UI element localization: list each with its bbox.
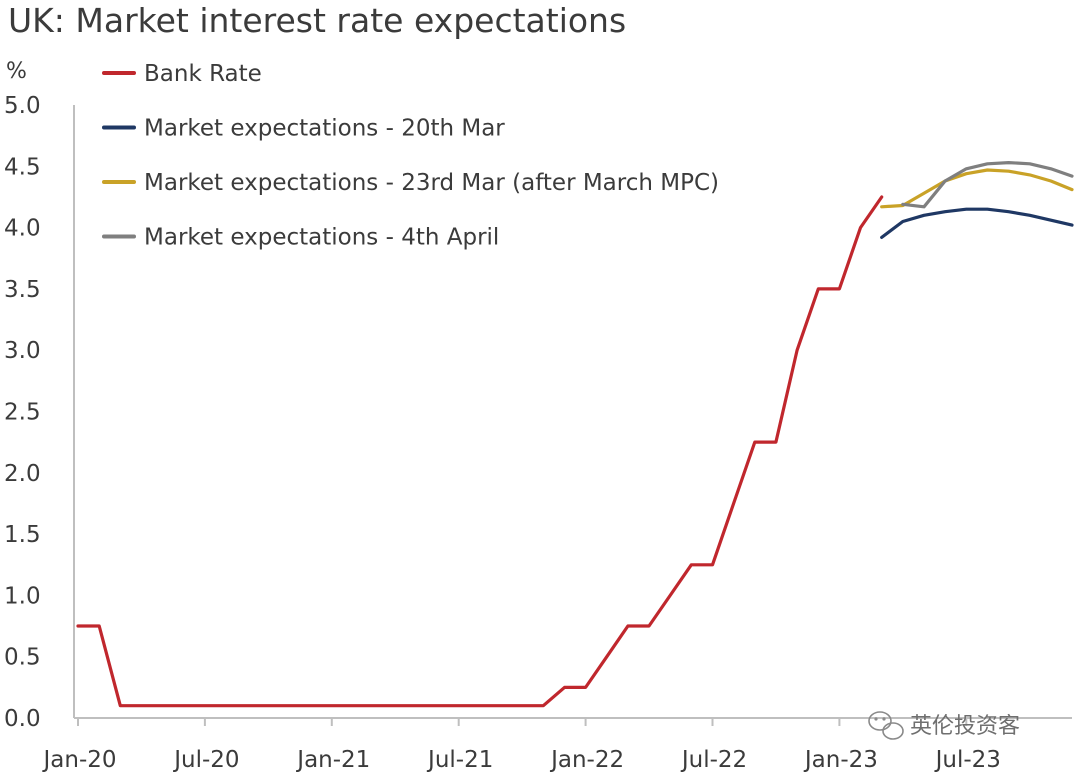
y-tick-labels: 0.0 0.5 1.0 1.5 2.0 2.5 3.0 3.5 4.0 4.5 5.0 bbox=[4, 93, 41, 732]
legend-label: Market expectations - 4th April bbox=[144, 225, 499, 251]
y-tick-label: 3.0 bbox=[4, 338, 41, 364]
y-tick-label: 3.5 bbox=[4, 277, 41, 303]
x-tick-label: Jul-21 bbox=[426, 747, 493, 773]
legend-label: Bank Rate bbox=[144, 61, 262, 87]
y-tick-label: 0.5 bbox=[4, 645, 41, 671]
x-tick-label: Jan-22 bbox=[549, 747, 624, 773]
y-tick-label: 2.0 bbox=[4, 461, 41, 487]
series-line-2 bbox=[880, 207, 1074, 239]
y-tick-label: 1.5 bbox=[4, 522, 41, 548]
y-tick-label: 5.0 bbox=[4, 93, 41, 119]
y-axis-unit-label: % bbox=[6, 59, 27, 84]
watermark-text: 英伦投资客 bbox=[910, 714, 1020, 739]
x-tick-labels: Jan-20 Jul-20 Jan-21 Jul-21 Jan-22 Jul-22 Jan-… bbox=[41, 747, 1000, 773]
y-tick-label: 4.0 bbox=[4, 216, 41, 242]
legend: Bank Rate Market expectations - 20th Mar M… bbox=[102, 61, 719, 251]
y-tick-label: 0.0 bbox=[4, 706, 41, 732]
legend-label: Market expectations - 23rd Mar (after Ma… bbox=[144, 170, 719, 196]
axes bbox=[73, 105, 1072, 726]
wechat-icon bbox=[868, 711, 904, 740]
x-tick-label: Jan-20 bbox=[41, 747, 116, 773]
watermark: 英伦投资客 bbox=[868, 711, 1020, 740]
y-tick-label: 2.5 bbox=[4, 400, 41, 426]
series-line-1 bbox=[76, 195, 884, 708]
x-tick-label: Jul-23 bbox=[934, 747, 1001, 773]
series-lines bbox=[76, 161, 1074, 708]
legend-label: Market expectations - 20th Mar bbox=[144, 116, 505, 142]
x-tick-label: Jul-22 bbox=[680, 747, 747, 773]
chart-title: UK: Market interest rate expectations bbox=[8, 1, 626, 40]
y-tick-label: 4.5 bbox=[4, 154, 41, 180]
x-tick-label: Jan-21 bbox=[295, 747, 370, 773]
x-tick-label: Jul-20 bbox=[172, 747, 239, 773]
y-tick-label: 1.0 bbox=[4, 583, 41, 609]
series-line-3 bbox=[880, 168, 1074, 209]
series-line-4 bbox=[901, 161, 1074, 209]
x-tick-label: Jan-23 bbox=[803, 747, 878, 773]
